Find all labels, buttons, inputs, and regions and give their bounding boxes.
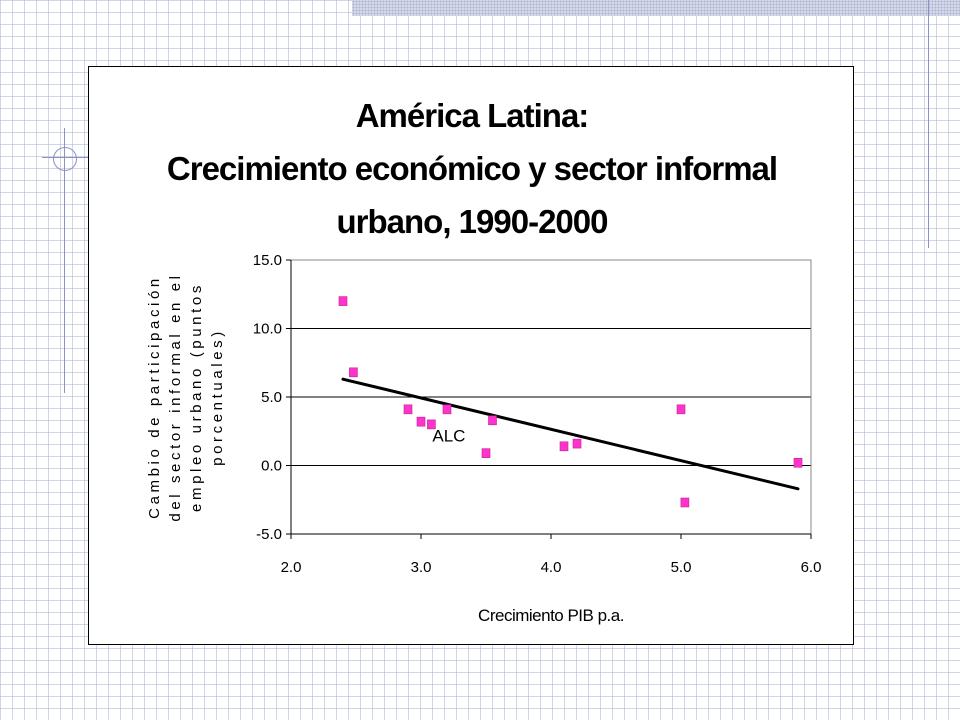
data-point <box>488 415 497 426</box>
x-tick-label: 2.0 <box>281 559 302 576</box>
data-point <box>559 441 569 452</box>
annotation-label: ALC <box>432 426 465 445</box>
x-tick-label: 4.0 <box>541 559 562 576</box>
chart-plot: 15.0 10.0 5.0 0.0 -5.0 2.0 3.0 4.0 5.0 6.0 ALC Crec… <box>146 252 822 625</box>
y-tick-label: -5.0 <box>256 526 282 543</box>
bullet-circle-icon <box>53 147 77 171</box>
data-point <box>427 419 436 430</box>
y-axis-title-line: del sector informal en el <box>167 272 184 521</box>
y-axis-title-line: empleo urbano (puntos <box>188 282 205 512</box>
data-point <box>416 416 426 427</box>
y-tick-label: 15.0 <box>253 252 282 269</box>
data-point <box>442 404 452 415</box>
x-tick-label: 6.0 <box>801 559 822 576</box>
data-point <box>793 457 803 468</box>
chart-title-line: urbano, 1990-2000 <box>336 203 609 240</box>
chart-frame: América Latina: Crecimiento económico y … <box>88 66 854 645</box>
chart-title-line: América Latina: <box>355 97 590 134</box>
bullet-guide-line <box>64 128 65 393</box>
slide-divider-line <box>928 0 929 248</box>
y-tick-label: 0.0 <box>261 458 282 475</box>
y-tick-label: 10.0 <box>253 321 282 338</box>
data-point <box>403 404 413 415</box>
y-axis-title-line: porcentuales) <box>209 328 226 466</box>
x-axis-title: Crecimiento PIB p.a. <box>478 606 624 625</box>
slide-header-band <box>352 0 960 16</box>
y-tick-label: 5.0 <box>261 389 282 406</box>
chart-title: América Latina: Crecimiento económico y … <box>89 89 855 248</box>
x-tick-label: 3.0 <box>411 559 432 576</box>
x-tick-label: 5.0 <box>671 559 692 576</box>
data-point <box>481 448 491 458</box>
data-point <box>338 296 348 306</box>
data-point <box>572 438 582 449</box>
data-point <box>680 497 690 508</box>
data-point <box>676 404 686 415</box>
chart-title-line: Crecimiento económico y sector informal <box>166 150 778 187</box>
trend-line <box>341 377 800 491</box>
data-point <box>349 367 358 378</box>
y-axis-title-line: Cambio de participación <box>146 275 163 519</box>
